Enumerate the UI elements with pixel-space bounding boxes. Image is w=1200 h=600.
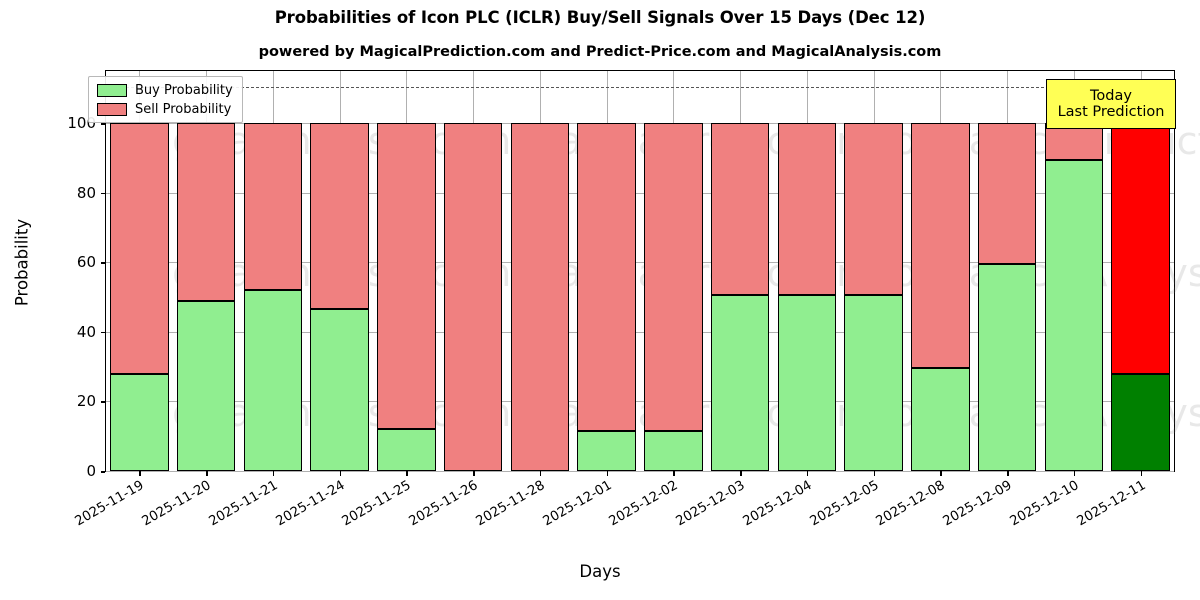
bar-segment-buy[interactable]	[243, 290, 303, 471]
y-tick-label: 20	[76, 392, 96, 411]
bar-group[interactable]	[911, 71, 970, 471]
bar-segment-buy[interactable]	[1044, 159, 1104, 471]
bar-segment-sell[interactable]	[844, 123, 903, 296]
bar-segment-buy[interactable]	[710, 295, 770, 471]
bar-segment-buy[interactable]	[577, 431, 636, 471]
bar-group[interactable]	[1111, 71, 1170, 471]
bar-segment-buy[interactable]	[176, 300, 236, 471]
x-tick-mark	[139, 471, 141, 476]
x-tick-mark	[1073, 471, 1076, 476]
bar-segment-sell[interactable]	[377, 123, 436, 430]
bar-segment-buy[interactable]	[844, 295, 903, 471]
bar-group[interactable]	[577, 71, 636, 471]
bar-group[interactable]	[710, 71, 770, 471]
bar-segment-buy-today[interactable]	[1111, 373, 1170, 471]
x-tick-mark	[206, 471, 208, 476]
y-axis-label: Probability	[12, 218, 32, 307]
legend-label-sell: Sell Probability	[135, 102, 232, 117]
threshold-dashed-line	[106, 86, 1174, 88]
bar-segment-buy[interactable]	[110, 373, 169, 471]
bar-group[interactable]	[844, 71, 903, 471]
bar-segment-buy[interactable]	[777, 295, 837, 471]
today-label: Today	[1090, 87, 1132, 104]
legend-swatch-sell	[97, 103, 127, 116]
bar-segment-buy[interactable]	[377, 429, 436, 471]
legend-swatch-buy	[97, 84, 127, 97]
gridline-horizontal	[106, 331, 1174, 333]
bar-segment-buy[interactable]	[977, 264, 1037, 471]
bar-segment-sell[interactable]	[644, 123, 703, 431]
y-tick-mark	[101, 123, 105, 125]
x-tick-mark	[1007, 471, 1009, 476]
bar-segment-sell[interactable]	[510, 123, 570, 471]
bar-group[interactable]	[977, 71, 1037, 471]
bar-segment-buy[interactable]	[310, 309, 369, 471]
y-tick-mark	[101, 331, 105, 334]
x-tick-mark	[940, 471, 942, 476]
legend-item-buy: Buy Probability	[95, 81, 236, 100]
y-tick-label: 100	[67, 114, 96, 133]
last-prediction-label: Last Prediction	[1057, 104, 1165, 120]
y-tick-mark	[101, 471, 105, 473]
y-tick-label: 80	[76, 183, 96, 202]
bar-group[interactable]	[176, 71, 236, 471]
y-tick-label: 40	[76, 322, 96, 341]
bar-group[interactable]	[510, 71, 570, 471]
x-tick-mark	[673, 471, 675, 476]
bar-segment-sell[interactable]	[176, 123, 236, 301]
y-tick-mark	[101, 262, 105, 264]
y-tick-label: 60	[76, 253, 96, 272]
gridline-horizontal	[106, 123, 1174, 125]
bar-group[interactable]	[777, 71, 837, 471]
x-tick-mark	[339, 471, 342, 476]
bar-group[interactable]	[644, 71, 703, 471]
bar-group[interactable]	[377, 71, 436, 471]
bar-group[interactable]	[110, 71, 169, 471]
x-tick-mark	[606, 471, 609, 476]
bar-segment-sell[interactable]	[443, 123, 503, 471]
bar-segment-buy[interactable]	[644, 431, 703, 471]
legend-label-buy: Buy Probability	[135, 83, 233, 98]
bar-segment-sell[interactable]	[577, 123, 636, 431]
gridline-horizontal	[106, 192, 1174, 194]
x-tick-mark	[272, 471, 275, 476]
bar-group[interactable]	[310, 71, 369, 471]
bar-group[interactable]	[443, 71, 503, 471]
bar-group[interactable]	[1044, 71, 1104, 471]
chart-subtitle: powered by MagicalPrediction.com and Pre…	[258, 44, 942, 60]
bar-segment-sell[interactable]	[911, 123, 970, 369]
bar-segment-sell[interactable]	[110, 123, 169, 374]
gridline-horizontal	[106, 401, 1174, 403]
today-annotation-box: Today Last Prediction	[1046, 79, 1176, 129]
bar-segment-sell[interactable]	[777, 123, 837, 296]
y-tick-mark	[101, 401, 105, 403]
gridline-horizontal	[106, 262, 1174, 264]
gridline-horizontal	[106, 471, 1174, 472]
x-tick-mark	[539, 471, 542, 476]
chart-title: Probabilities of Icon PLC (ICLR) Buy/Sel…	[274, 8, 926, 27]
legend-item-sell: Sell Probability	[95, 100, 236, 119]
bar-group[interactable]	[243, 71, 303, 471]
bar-segment-sell[interactable]	[243, 123, 303, 291]
y-tick-mark	[101, 192, 105, 195]
bar-segment-sell-today[interactable]	[1111, 123, 1170, 374]
x-tick-mark	[473, 471, 475, 476]
x-tick-mark	[1140, 471, 1143, 476]
bar-segment-sell[interactable]	[310, 123, 369, 310]
bar-segment-buy[interactable]	[911, 368, 970, 471]
x-tick-mark	[873, 471, 876, 476]
x-axis-label: Days	[579, 562, 621, 581]
bar-segment-sell[interactable]	[710, 123, 770, 296]
plot-area: MagicalAnalysis.comMagicalPrediction.com…	[105, 70, 1200, 472]
bar-series-layer	[106, 71, 1174, 471]
x-tick-mark	[740, 471, 742, 476]
y-tick-label: 0	[86, 462, 96, 480]
x-tick-mark	[806, 471, 809, 476]
chart-legend: Buy Probability Sell Probability	[88, 76, 243, 123]
bar-segment-sell[interactable]	[977, 123, 1037, 265]
x-tick-mark	[406, 471, 408, 476]
